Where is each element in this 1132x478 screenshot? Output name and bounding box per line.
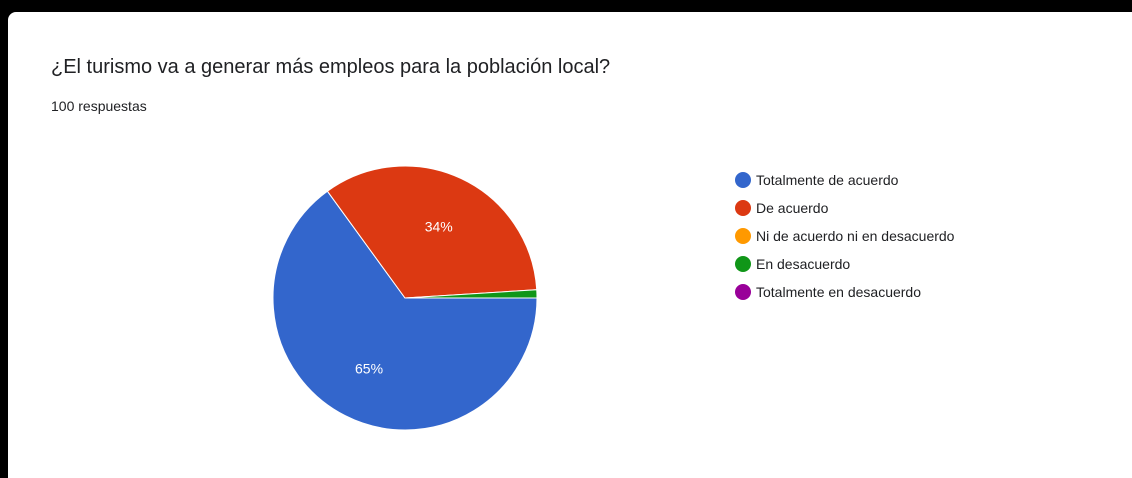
question-card: ¿El turismo va a generar más empleos par… (8, 12, 1132, 478)
legend-item[interactable]: Ni de acuerdo ni en desacuerdo (731, 222, 954, 250)
legend-label: Totalmente en desacuerdo (756, 284, 921, 300)
legend-item[interactable]: Totalmente de acuerdo (731, 166, 954, 194)
slice-label: 34% (425, 218, 453, 234)
pie-chart: 65% 34% (272, 165, 538, 431)
legend-swatch-icon (735, 256, 751, 272)
legend-swatch-icon (735, 200, 751, 216)
pie-slice-de-acuerdo[interactable] (326, 165, 538, 299)
response-count: 100 respuestas (51, 98, 147, 114)
legend-swatch-icon (735, 284, 751, 300)
slice-label: 65% (355, 361, 383, 377)
pie-slice-totalmente-de-acuerdo[interactable] (272, 190, 538, 431)
window-edge (0, 0, 8, 478)
question-title: ¿El turismo va a generar más empleos par… (51, 56, 611, 78)
legend-item[interactable]: En desacuerdo (731, 250, 954, 278)
legend-swatch-icon (735, 228, 751, 244)
legend-item[interactable]: De acuerdo (731, 194, 954, 222)
legend-label: En desacuerdo (756, 256, 851, 272)
legend-label: Totalmente de acuerdo (756, 172, 899, 188)
pie-slice-en-desacuerdo[interactable] (404, 289, 538, 299)
legend-item[interactable]: Totalmente en desacuerdo (731, 278, 954, 306)
legend-label: De acuerdo (756, 200, 829, 216)
legend-swatch-icon (735, 172, 751, 188)
legend-label: Ni de acuerdo ni en desacuerdo (756, 228, 955, 244)
chart-legend: Totalmente de acuerdo De acuerdo Ni de acu… (731, 166, 954, 306)
